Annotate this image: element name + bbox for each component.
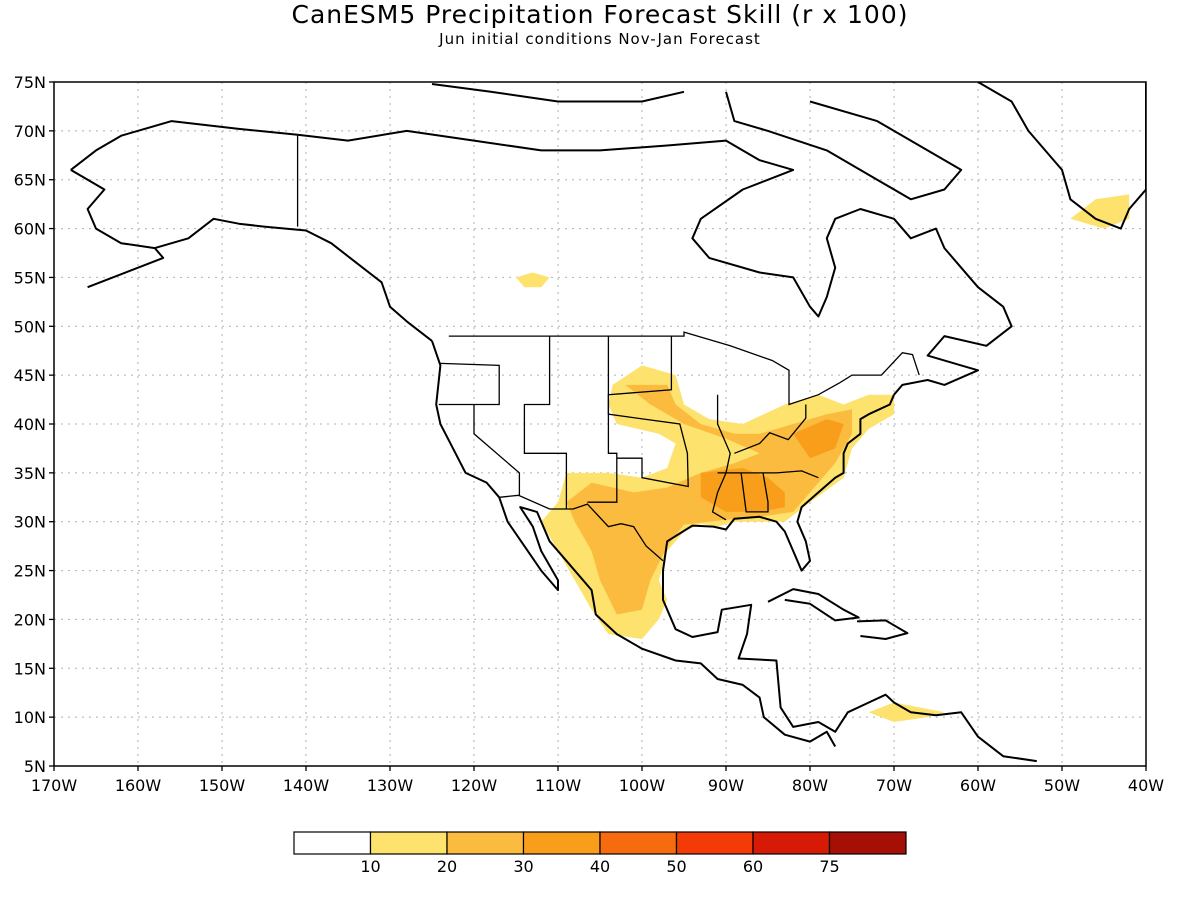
colorbar-bin xyxy=(293,831,372,855)
border-ca-nv xyxy=(473,404,521,496)
lon-tick-label: 120W xyxy=(451,776,498,795)
lat-tick-label: 55N xyxy=(14,268,46,287)
lat-tick-label: 25N xyxy=(14,562,46,581)
lat-tick-label: 40N xyxy=(14,415,46,434)
skill-region-greenland-patch xyxy=(1070,194,1130,229)
coastline-us-east xyxy=(662,394,1037,763)
coastline-hudson-island xyxy=(725,91,963,201)
lat-tick-label: 45N xyxy=(14,366,46,385)
coastline-alaska-west xyxy=(70,169,165,289)
border-us-mexico xyxy=(499,494,664,562)
coastline-alaska-south xyxy=(154,217,433,342)
coastline-cuba xyxy=(767,588,860,622)
political-borders xyxy=(296,134,920,562)
lon-tick-label: 150W xyxy=(199,776,246,795)
colorbar-bin xyxy=(752,831,831,855)
lat-tick-label: 50N xyxy=(14,317,46,336)
skill-region-venezuela-patch xyxy=(868,702,945,722)
lon-tick-label: 170W xyxy=(31,776,78,795)
colorbar-label: 50 xyxy=(666,857,686,876)
colorbar-bin xyxy=(369,831,448,855)
colorbar-bin xyxy=(828,831,907,855)
coastline-alaska-north xyxy=(70,120,298,171)
skill-shading xyxy=(516,194,1130,722)
lon-tick-label: 110W xyxy=(535,776,582,795)
lon-tick-label: 60W xyxy=(960,776,996,795)
colorbar-label: 20 xyxy=(437,857,457,876)
border-us-canada xyxy=(448,331,920,406)
lon-tick-label: 90W xyxy=(708,776,744,795)
coastline-hispaniola xyxy=(856,619,909,640)
coastline-arctic-coast xyxy=(297,129,1013,396)
colorbar-bin xyxy=(599,831,678,855)
border-south-states xyxy=(717,470,819,479)
lat-tick-label: 20N xyxy=(14,610,46,629)
lon-tick-label: 50W xyxy=(1044,776,1080,795)
lon-tick-label: 160W xyxy=(115,776,162,795)
lat-tick-label: 30N xyxy=(14,513,46,532)
coastline-greenland xyxy=(977,82,1146,230)
colorbar-label: 75 xyxy=(819,857,839,876)
colorbar: 10 20 30 40 50 60 75 xyxy=(293,831,907,876)
lon-tick-label: 80W xyxy=(792,776,828,795)
border-or-wa xyxy=(438,362,500,406)
lat-tick-label: 70N xyxy=(14,122,46,141)
skill-region-appalachian xyxy=(793,419,844,459)
lat-tick-label: 5N xyxy=(24,757,46,776)
coastline-baffin-north xyxy=(431,83,685,103)
lon-tick-label: 70W xyxy=(876,776,912,795)
skill-region-canada-patch xyxy=(516,272,550,288)
colorbar-label: 10 xyxy=(360,857,380,876)
coastline-pacific-coast xyxy=(431,340,837,747)
lon-tick-label: 140W xyxy=(283,776,330,795)
colorbar-bin xyxy=(522,831,601,855)
lat-tick-label: 35N xyxy=(14,464,46,483)
grid-lines xyxy=(54,82,1146,766)
map-subtitle: Jun initial conditions Nov-Jan Forecast xyxy=(439,30,761,48)
colorbar-label: 60 xyxy=(743,857,763,876)
colorbar-bin xyxy=(675,831,754,855)
longitude-labels: 170W 160W 150W 140W 130W 120W 110W 100W 90W 80W 70… xyxy=(31,766,1164,795)
lat-tick-label: 65N xyxy=(14,171,46,190)
border-ohio-river xyxy=(734,404,807,454)
border-state-lines-plains xyxy=(607,336,689,488)
lat-tick-label: 10N xyxy=(14,708,46,727)
lon-tick-label: 40W xyxy=(1128,776,1164,795)
lon-tick-label: 130W xyxy=(367,776,414,795)
coastlines xyxy=(70,82,1146,763)
border-mississippi xyxy=(711,394,731,521)
colorbar-label: 40 xyxy=(590,857,610,876)
lat-tick-label: 15N xyxy=(14,659,46,678)
border-state-lines-west xyxy=(523,336,568,509)
colorbar-label: 30 xyxy=(513,857,533,876)
lat-tick-label: 60N xyxy=(14,220,46,239)
colorbar-bin xyxy=(446,831,525,855)
lon-tick-label: 100W xyxy=(619,776,666,795)
map-title: CanESM5 Precipitation Forecast Skill (r … xyxy=(291,0,909,29)
latitude-labels: 75N 70N 65N 60N 55N 50N 45N 40N 35N 30N 25N 20N 15N 1… xyxy=(14,73,54,776)
lat-tick-label: 75N xyxy=(14,73,46,92)
border-ga-al xyxy=(740,472,769,513)
